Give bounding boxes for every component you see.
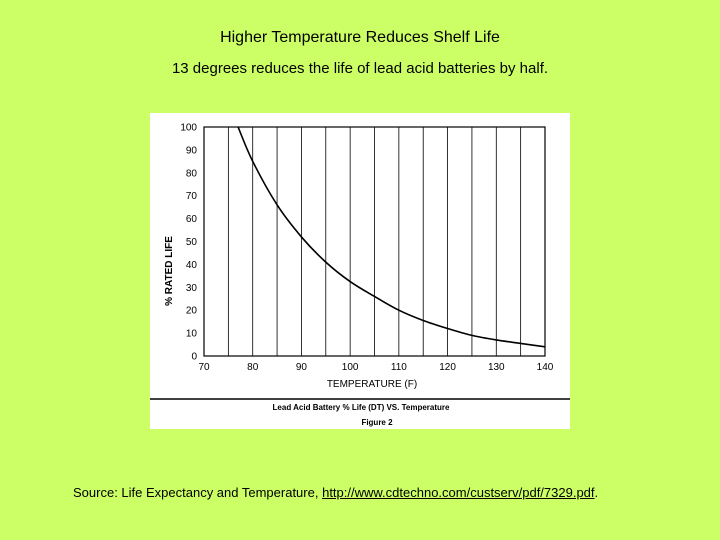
y-tick-label: 50 <box>186 237 198 248</box>
x-tick-label: 140 <box>537 362 554 373</box>
x-tick-label: 100 <box>342 362 359 373</box>
y-tick-label: 10 <box>186 329 198 340</box>
y-tick-label: 90 <box>186 145 198 156</box>
source-line: Source: Life Expectancy and Temperature,… <box>73 485 598 500</box>
chart-svg: % RATED LIFE TEMPERATURE (F) Lead Acid B… <box>150 123 570 427</box>
x-tick-label: 70 <box>198 362 210 373</box>
x-tick-label: 120 <box>439 362 456 373</box>
plot-frame <box>203 126 546 357</box>
x-axis-label: TEMPERATURE (F) <box>327 379 417 390</box>
y-tick-label: 0 <box>191 352 197 363</box>
x-tick-label: 110 <box>391 362 407 373</box>
y-axis-label: % RATED LIFE <box>164 236 175 306</box>
y-tick-label: 30 <box>186 283 198 294</box>
y-tick-label: 60 <box>186 214 198 225</box>
chart-figure: % RATED LIFE TEMPERATURE (F) Lead Acid B… <box>150 113 570 429</box>
source-suffix: . <box>594 485 599 500</box>
y-tick-label: 20 <box>186 306 198 317</box>
source-link[interactable]: http://www.cdtechno.com/custserv/pdf/732… <box>322 485 595 500</box>
y-tick-label: 80 <box>186 168 198 179</box>
y-tick-label: 70 <box>186 191 198 202</box>
chart-title: Lead Acid Battery % Life (DT) VS. Temper… <box>273 403 450 412</box>
x-tick-label: 90 <box>296 362 308 373</box>
source-prefix: Source: Life Expectancy and Temperature, <box>73 485 319 500</box>
y-tick-label: 40 <box>186 260 198 271</box>
x-tick-label: 80 <box>247 362 259 373</box>
slide-title: Higher Temperature Reduces Shelf Life <box>220 29 500 46</box>
x-tick-label: 130 <box>488 362 505 373</box>
slide-subtitle: 13 degrees reduces the life of lead acid… <box>171 60 549 77</box>
chart-caption: Figure 2 <box>361 418 393 427</box>
y-tick-label: 100 <box>180 123 197 134</box>
series-line <box>237 126 546 348</box>
